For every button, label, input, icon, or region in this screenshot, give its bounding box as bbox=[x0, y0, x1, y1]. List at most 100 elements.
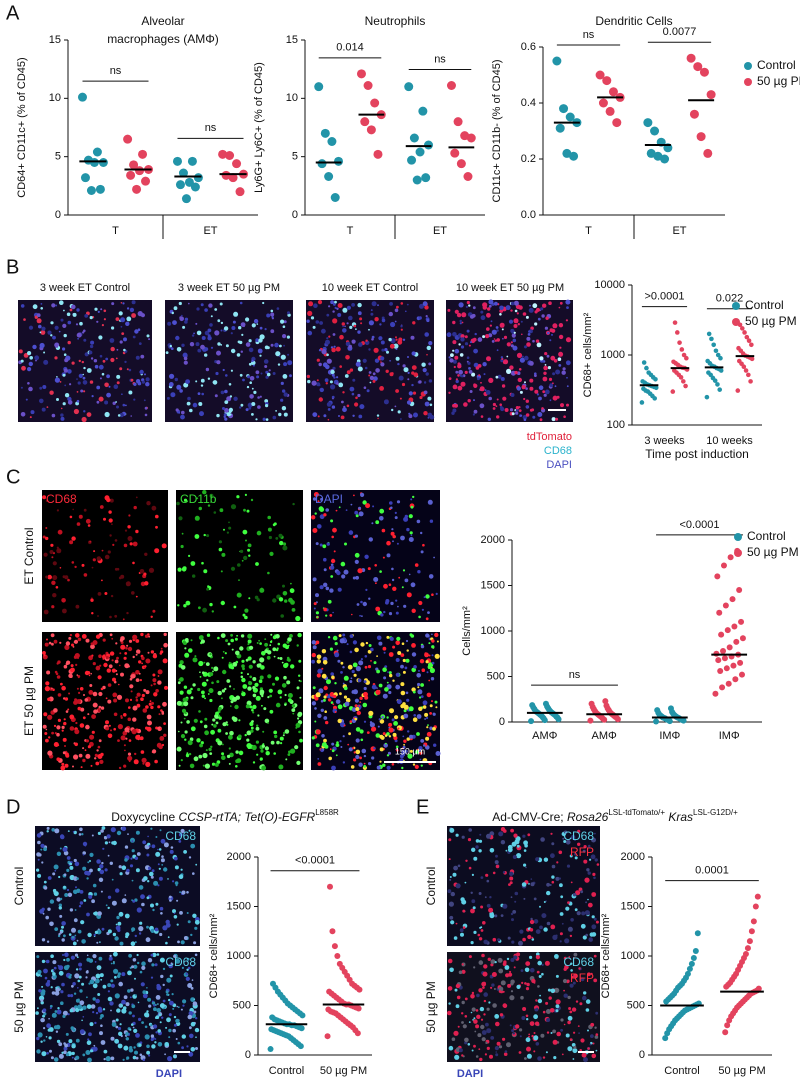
data-point bbox=[718, 631, 725, 638]
cell bbox=[128, 706, 131, 709]
cell bbox=[122, 1058, 125, 1061]
cell bbox=[116, 374, 121, 379]
cell bbox=[294, 745, 299, 750]
cell bbox=[245, 658, 249, 662]
data-point bbox=[587, 717, 594, 724]
cell bbox=[532, 303, 538, 309]
cell bbox=[156, 985, 162, 991]
cell bbox=[494, 1014, 500, 1019]
cell bbox=[131, 899, 134, 901]
cell bbox=[186, 1045, 189, 1048]
cell bbox=[96, 400, 100, 404]
cell bbox=[236, 634, 239, 637]
cell bbox=[68, 1039, 73, 1044]
cell bbox=[69, 1008, 74, 1013]
cell bbox=[426, 731, 432, 737]
cell bbox=[551, 864, 556, 869]
cell bbox=[448, 858, 451, 861]
cell bbox=[251, 402, 256, 406]
cell bbox=[402, 735, 405, 738]
micrograph bbox=[18, 300, 152, 422]
cell bbox=[107, 996, 113, 1002]
cell bbox=[472, 306, 476, 310]
cell bbox=[100, 687, 104, 691]
cell bbox=[147, 958, 153, 963]
micrograph bbox=[42, 490, 168, 622]
cell bbox=[416, 519, 421, 524]
cell bbox=[279, 540, 284, 546]
cell bbox=[81, 416, 87, 423]
cell bbox=[591, 924, 597, 930]
cell bbox=[364, 665, 368, 669]
cell bbox=[107, 906, 110, 910]
cell bbox=[392, 645, 396, 649]
cell bbox=[115, 642, 118, 645]
cell bbox=[29, 416, 32, 419]
x-tick-label: 10 weeks bbox=[706, 435, 753, 447]
cell bbox=[452, 320, 456, 325]
cell bbox=[106, 497, 111, 503]
cell bbox=[493, 338, 496, 340]
data-point bbox=[684, 970, 691, 977]
cell bbox=[587, 871, 591, 875]
micrographs bbox=[18, 299, 600, 1063]
cell bbox=[558, 306, 561, 309]
cell bbox=[555, 974, 559, 978]
cell bbox=[74, 861, 80, 867]
cell bbox=[114, 659, 119, 664]
cell bbox=[69, 714, 75, 720]
cell bbox=[386, 540, 391, 546]
cell bbox=[61, 1051, 64, 1055]
cell bbox=[333, 694, 337, 699]
cell bbox=[150, 903, 154, 908]
significance-label: <0.0001 bbox=[679, 519, 719, 531]
y-tick-label: 10000 bbox=[594, 279, 625, 291]
cell bbox=[523, 840, 528, 846]
cell bbox=[556, 395, 560, 399]
cell bbox=[203, 661, 206, 664]
cell bbox=[80, 766, 83, 769]
cell bbox=[291, 708, 296, 712]
cell bbox=[111, 668, 116, 673]
data-point bbox=[679, 347, 685, 352]
cell bbox=[590, 1034, 594, 1038]
cell bbox=[269, 709, 274, 714]
cell bbox=[222, 650, 225, 653]
cell bbox=[61, 729, 64, 732]
cell bbox=[62, 1014, 66, 1019]
cell bbox=[68, 975, 72, 979]
cell bbox=[574, 852, 577, 856]
cell bbox=[248, 406, 252, 410]
cell bbox=[467, 399, 471, 403]
cell bbox=[186, 689, 192, 695]
cell bbox=[90, 598, 94, 602]
cell bbox=[47, 714, 53, 720]
data-point bbox=[141, 176, 151, 186]
cell bbox=[154, 963, 158, 967]
subtitle-part: LSL-G12D/+ bbox=[693, 808, 738, 817]
cell bbox=[200, 344, 205, 350]
cell bbox=[159, 1003, 165, 1009]
cell bbox=[189, 1033, 194, 1039]
cell bbox=[71, 643, 74, 647]
cell bbox=[214, 394, 218, 398]
cell bbox=[583, 1057, 588, 1063]
cell bbox=[105, 904, 108, 907]
cell bbox=[423, 411, 428, 416]
cell bbox=[295, 722, 301, 728]
cell bbox=[478, 892, 482, 895]
cell bbox=[166, 396, 170, 400]
data-point bbox=[232, 159, 242, 169]
cell bbox=[157, 1003, 159, 1005]
cell bbox=[135, 529, 139, 534]
cell bbox=[217, 728, 222, 733]
cell bbox=[569, 1038, 573, 1041]
cell bbox=[180, 665, 186, 670]
cell bbox=[420, 550, 424, 554]
cell bbox=[40, 998, 44, 1002]
cell bbox=[57, 1007, 60, 1010]
cell bbox=[344, 542, 347, 546]
cell bbox=[323, 568, 327, 572]
cell bbox=[134, 752, 137, 756]
cell bbox=[544, 364, 547, 366]
